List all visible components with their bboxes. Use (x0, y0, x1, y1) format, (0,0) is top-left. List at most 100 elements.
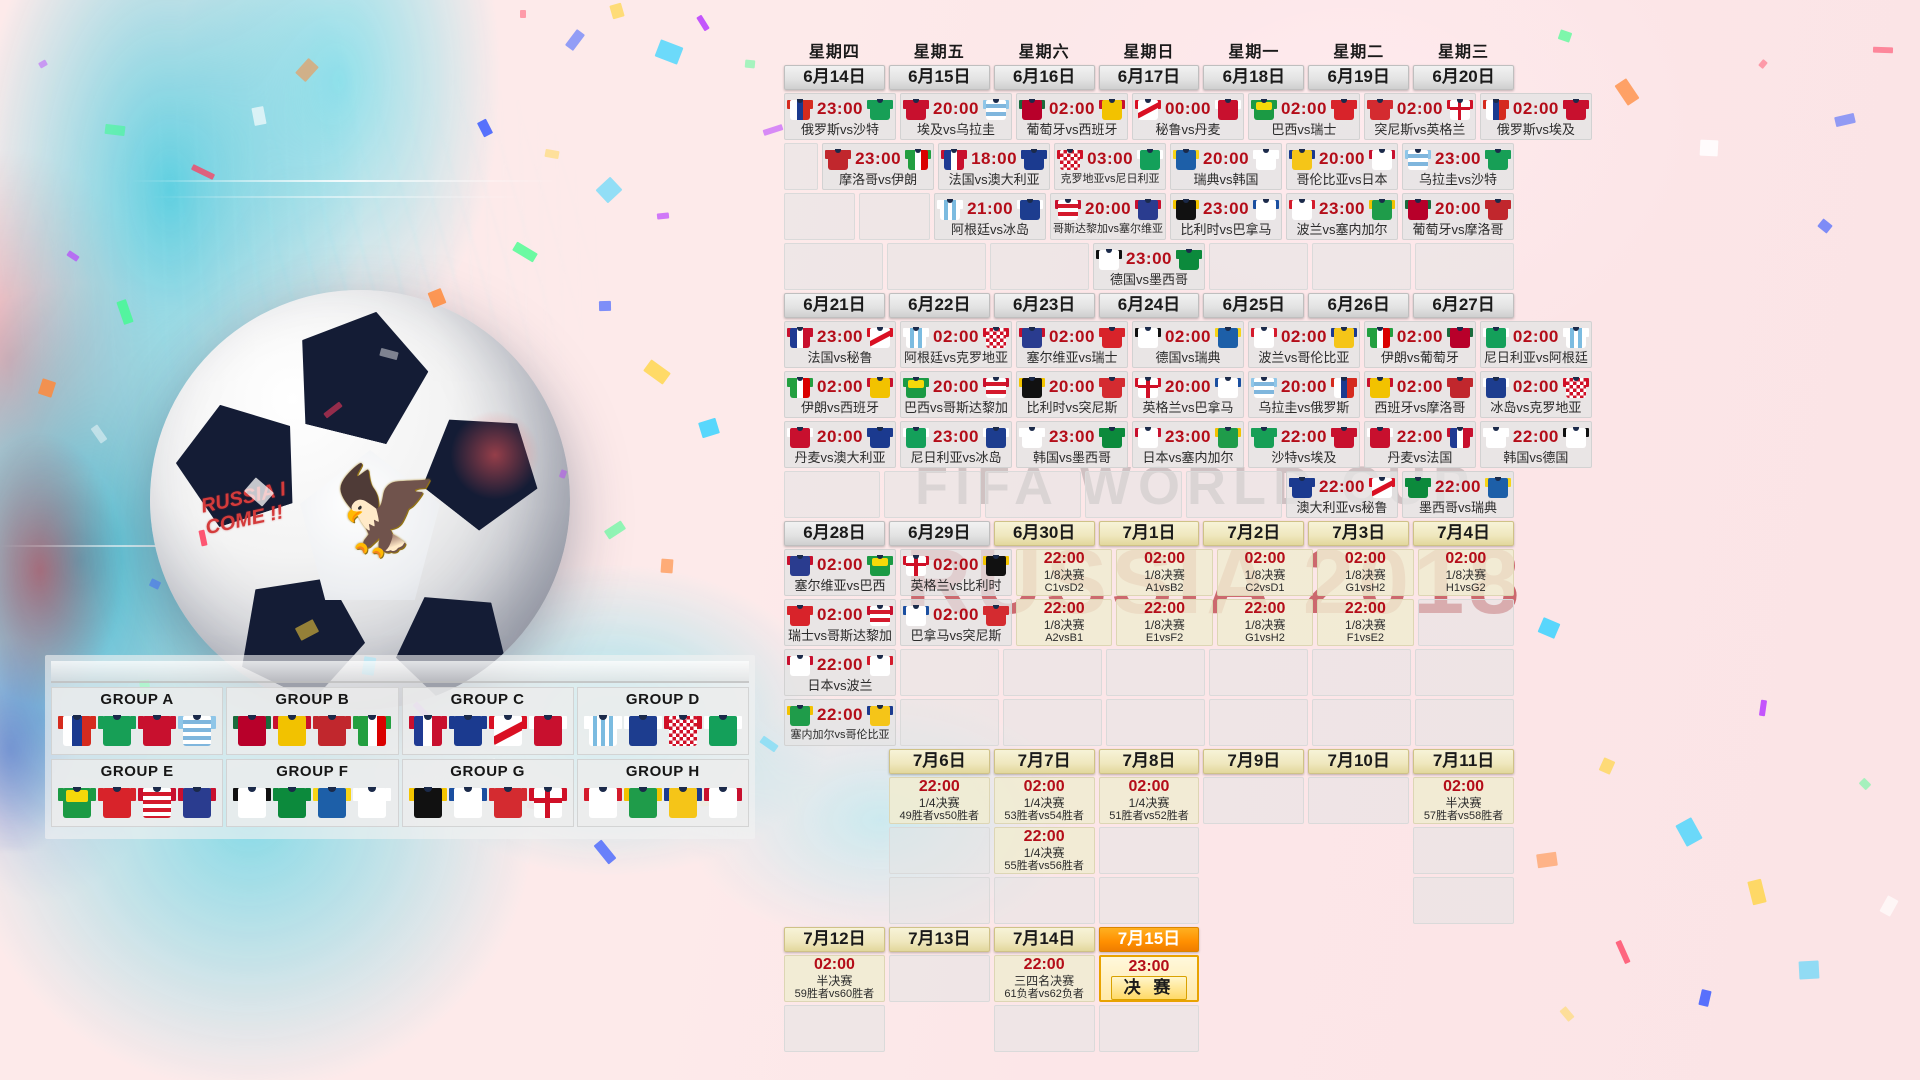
match-cell[interactable]: 22:00 丹麦vs法国 (1363, 421, 1476, 468)
date-cell-7月4日[interactable]: 7月4日 (1413, 521, 1514, 546)
group-box-group-e[interactable]: GROUP E (51, 759, 224, 827)
knockout-match-cell[interactable]: 22:00 三四名决赛 61负者vs62负者 (993, 955, 1095, 1002)
knockout-match-cell[interactable]: 22:00 1/8决赛 F1vsE2 (1317, 599, 1414, 646)
group-box-group-h[interactable]: GROUP H (576, 759, 749, 827)
knockout-match-cell[interactable]: 02:00 1/8决赛 C2vsD1 (1216, 549, 1314, 596)
match-cell[interactable]: 23:00 韩国vs墨西哥 (1015, 421, 1128, 468)
match-cell[interactable]: 20:00 英格兰vs巴拿马 (1131, 371, 1244, 418)
date-cell-6月15日[interactable]: 6月15日 (888, 65, 990, 90)
date-cell-6月27日[interactable]: 6月27日 (1413, 293, 1514, 318)
knockout-match-cell[interactable]: 22:00 1/8决赛 C1vsD2 (1015, 549, 1113, 596)
date-cell-6月17日[interactable]: 6月17日 (1098, 65, 1200, 90)
knockout-match-cell[interactable]: 02:00 1/8决赛 A1vsB2 (1116, 549, 1213, 596)
knockout-match-cell[interactable]: 22:00 1/8决赛 A2vsB1 (1015, 599, 1113, 646)
date-cell-6月20日[interactable]: 6月20日 (1413, 65, 1514, 90)
knockout-match-cell[interactable]: 22:00 1/4决赛 49胜者vs50胜者 (888, 777, 990, 824)
knockout-match-cell[interactable]: 22:00 1/8决赛 G1vsH2 (1216, 599, 1314, 646)
match-cell[interactable]: 22:00 澳大利亚vs秘鲁 (1286, 471, 1399, 518)
date-cell-6月21日[interactable]: 6月21日 (784, 293, 885, 318)
date-cell-6月26日[interactable]: 6月26日 (1308, 293, 1410, 318)
group-box-group-g[interactable]: GROUP G (401, 759, 574, 827)
match-cell[interactable]: 02:00 冰岛vs克罗地亚 (1479, 371, 1592, 418)
knockout-match-cell[interactable]: 02:00 1/8决赛 H1vsG2 (1417, 549, 1514, 596)
date-cell-6月25日[interactable]: 6月25日 (1203, 293, 1305, 318)
match-cell[interactable]: 02:00 俄罗斯vs埃及 (1479, 93, 1592, 140)
group-box-group-b[interactable]: GROUP B (226, 687, 399, 755)
match-cell[interactable]: 23:00 尼日利亚vs冰岛 (899, 421, 1012, 468)
match-cell[interactable]: 20:00 乌拉圭vs俄罗斯 (1247, 371, 1360, 418)
date-cell-7月6日[interactable]: 7月6日 (888, 749, 990, 774)
date-cell-7月2日[interactable]: 7月2日 (1203, 521, 1305, 546)
match-cell[interactable]: 20:00 瑞典vs韩国 (1170, 143, 1283, 190)
match-cell[interactable]: 22:00 墨西哥vs瑞典 (1402, 471, 1514, 518)
match-cell[interactable]: 22:00 沙特vs埃及 (1247, 421, 1360, 468)
date-cell-6月18日[interactable]: 6月18日 (1203, 65, 1305, 90)
knockout-match-cell[interactable]: 02:00 1/8决赛 G1vsH2 (1317, 549, 1414, 596)
date-cell-6月29日[interactable]: 6月29日 (888, 521, 990, 546)
date-cell-7月9日[interactable]: 7月9日 (1203, 749, 1305, 774)
match-cell[interactable]: 20:00 埃及vs乌拉圭 (899, 93, 1012, 140)
knockout-match-cell[interactable]: 02:00 半决赛 59胜者vs60胜者 (784, 955, 885, 1002)
date-cell-6月23日[interactable]: 6月23日 (993, 293, 1095, 318)
match-cell[interactable]: 02:00 尼日利亚vs阿根廷 (1479, 321, 1592, 368)
date-cell-7月3日[interactable]: 7月3日 (1308, 521, 1410, 546)
match-cell[interactable]: 02:00 突尼斯vs英格兰 (1363, 93, 1476, 140)
match-cell[interactable]: 20:00 葡萄牙vs摩洛哥 (1402, 193, 1514, 240)
match-cell[interactable]: 00:00 秘鲁vs丹麦 (1131, 93, 1244, 140)
match-cell[interactable]: 23:00 比利时vs巴拿马 (1170, 193, 1283, 240)
match-cell[interactable]: 02:00 德国vs瑞典 (1131, 321, 1244, 368)
group-box-group-f[interactable]: GROUP F (226, 759, 399, 827)
match-cell[interactable]: 22:00 韩国vs德国 (1479, 421, 1592, 468)
match-cell[interactable]: 22:00 日本vs波兰 (784, 649, 896, 696)
match-cell[interactable]: 02:00 巴拿马vs突尼斯 (899, 599, 1012, 646)
date-cell-6月14日[interactable]: 6月14日 (784, 65, 885, 90)
match-cell[interactable]: 23:00 日本vs塞内加尔 (1131, 421, 1244, 468)
match-cell[interactable]: 02:00 英格兰vs比利时 (899, 549, 1012, 596)
date-cell-7月15日[interactable]: 7月15日 (1098, 927, 1200, 952)
match-cell[interactable]: 20:00 哥伦比亚vs日本 (1286, 143, 1399, 190)
knockout-match-cell[interactable]: 02:00 1/4决赛 51胜者vs52胜者 (1098, 777, 1200, 824)
group-box-group-a[interactable]: GROUP A (51, 687, 224, 755)
date-cell-6月22日[interactable]: 6月22日 (888, 293, 990, 318)
final-match-cell[interactable]: 23:00 决 赛 (1098, 955, 1200, 1002)
knockout-match-cell[interactable]: 02:00 1/4决赛 53胜者vs54胜者 (993, 777, 1095, 824)
date-cell-6月28日[interactable]: 6月28日 (784, 521, 885, 546)
match-cell[interactable]: 20:00 丹麦vs澳大利亚 (784, 421, 896, 468)
group-box-group-c[interactable]: GROUP C (401, 687, 574, 755)
match-cell[interactable]: 02:00 西班牙vs摩洛哥 (1363, 371, 1476, 418)
match-cell[interactable]: 23:00 德国vs墨西哥 (1093, 243, 1205, 290)
match-cell[interactable]: 02:00 伊朗vs西班牙 (784, 371, 896, 418)
date-cell-7月12日[interactable]: 7月12日 (784, 927, 885, 952)
date-cell-7月13日[interactable]: 7月13日 (888, 927, 990, 952)
match-cell[interactable]: 02:00 波兰vs哥伦比亚 (1247, 321, 1360, 368)
match-cell[interactable]: 23:00 摩洛哥vs伊朗 (822, 143, 935, 190)
date-cell-6月24日[interactable]: 6月24日 (1098, 293, 1200, 318)
date-cell-6月16日[interactable]: 6月16日 (993, 65, 1095, 90)
date-cell-7月7日[interactable]: 7月7日 (993, 749, 1095, 774)
knockout-match-cell[interactable]: 02:00 半决赛 57胜者vs58胜者 (1413, 777, 1514, 824)
match-cell[interactable]: 02:00 塞尔维亚vs瑞士 (1015, 321, 1128, 368)
match-cell[interactable]: 20:00 巴西vs哥斯达黎加 (899, 371, 1012, 418)
match-cell[interactable]: 02:00 塞尔维亚vs巴西 (784, 549, 896, 596)
match-cell[interactable]: 20:00 比利时vs突尼斯 (1015, 371, 1128, 418)
match-cell[interactable]: 02:00 瑞士vs哥斯达黎加 (784, 599, 896, 646)
date-cell-6月19日[interactable]: 6月19日 (1308, 65, 1410, 90)
match-cell[interactable]: 18:00 法国vs澳大利亚 (938, 143, 1051, 190)
match-cell[interactable]: 02:00 葡萄牙vs西班牙 (1015, 93, 1128, 140)
match-cell[interactable]: 23:00 波兰vs塞内加尔 (1286, 193, 1399, 240)
date-cell-7月10日[interactable]: 7月10日 (1308, 749, 1410, 774)
date-cell-6月30日[interactable]: 6月30日 (993, 521, 1095, 546)
match-cell[interactable]: 02:00 巴西vs瑞士 (1247, 93, 1360, 140)
match-cell[interactable]: 23:00 俄罗斯vs沙特 (784, 93, 896, 140)
match-cell[interactable]: 03:00 克罗地亚vs尼日利亚 (1054, 143, 1167, 190)
date-cell-7月1日[interactable]: 7月1日 (1098, 521, 1200, 546)
match-cell[interactable]: 23:00 乌拉圭vs沙特 (1402, 143, 1514, 190)
date-cell-7月14日[interactable]: 7月14日 (993, 927, 1095, 952)
match-cell[interactable]: 02:00 阿根廷vs克罗地亚 (899, 321, 1012, 368)
match-cell[interactable]: 02:00 伊朗vs葡萄牙 (1363, 321, 1476, 368)
group-box-group-d[interactable]: GROUP D (576, 687, 749, 755)
match-cell[interactable]: 20:00 哥斯达黎加vs塞尔维亚 (1050, 193, 1167, 240)
date-cell-7月11日[interactable]: 7月11日 (1413, 749, 1514, 774)
knockout-match-cell[interactable]: 22:00 1/4决赛 55胜者vs56胜者 (993, 827, 1095, 874)
match-cell[interactable]: 22:00 塞内加尔vs哥伦比亚 (784, 699, 896, 746)
